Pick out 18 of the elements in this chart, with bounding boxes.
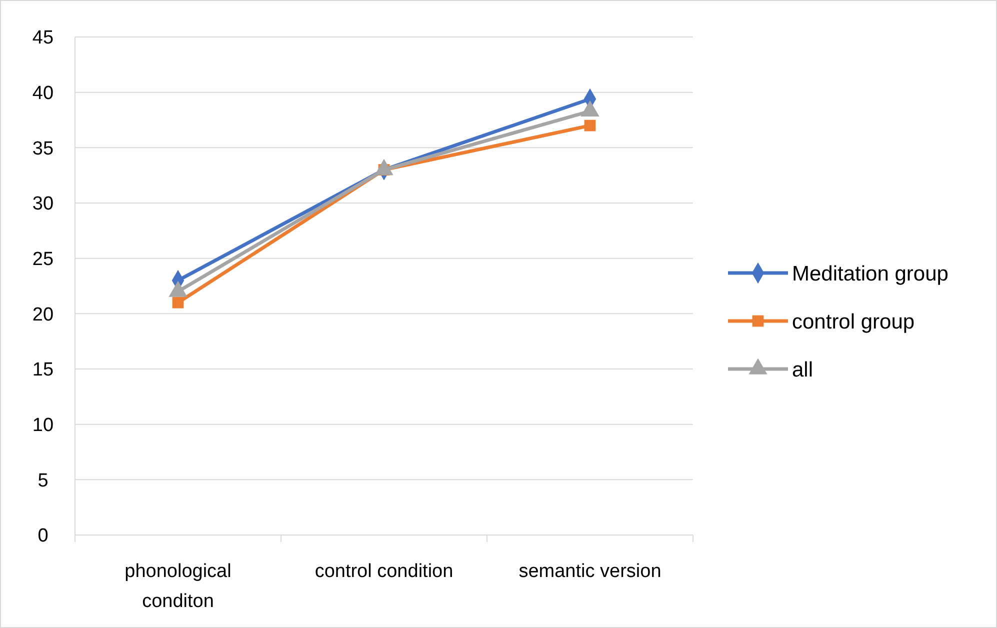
y-tick-label: 5 — [38, 470, 48, 492]
legend-label: all — [792, 358, 814, 382]
y-tick-label: 40 — [32, 82, 54, 104]
y-tick-label: 15 — [32, 360, 54, 381]
x-tick-label: control condition — [314, 561, 454, 582]
point — [172, 296, 184, 308]
x-tick-label: phonological conditon — [124, 561, 232, 612]
y-tick-label: 30 — [32, 194, 54, 215]
y-tick-label: 25 — [32, 248, 54, 270]
legend-label: control group — [792, 310, 915, 334]
y-tick-label: 10 — [32, 414, 54, 436]
y-tick-label: 45 — [32, 28, 54, 49]
point — [584, 120, 596, 132]
legend-label: Meditation group — [792, 262, 948, 286]
y-tick-label: 0 — [38, 526, 48, 547]
y-tick-label: 35 — [32, 138, 54, 160]
y-tick-label: 20 — [32, 304, 54, 326]
x-tick-label: semantic version — [518, 561, 662, 582]
